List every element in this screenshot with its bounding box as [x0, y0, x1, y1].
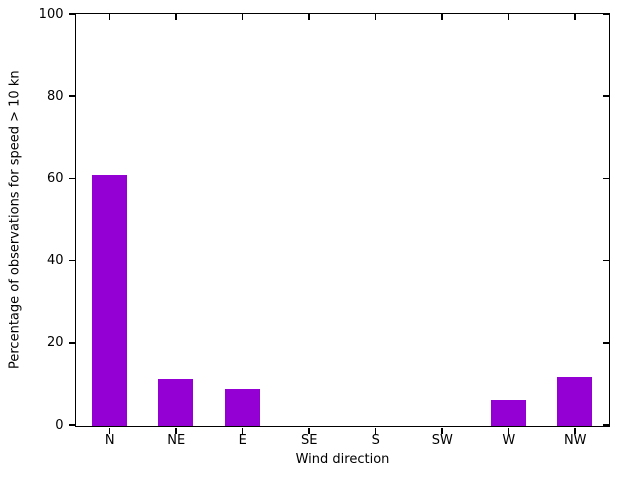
y-tick-left-60 — [68, 177, 75, 180]
y-tick-left-20 — [68, 342, 75, 344]
x-tick-label-w: W — [502, 433, 516, 448]
x-tick-top-e — [241, 14, 243, 20]
x-tick-bottom-nw — [574, 427, 576, 434]
x-tick-bottom-sw — [441, 427, 443, 434]
x-tick-label-nw: NW — [563, 433, 587, 448]
bar-ne — [158, 378, 194, 426]
x-tick-bottom-se — [308, 427, 310, 434]
x-tick-label-sw: SW — [431, 433, 453, 448]
bar-nw — [557, 376, 593, 426]
x-tick-bottom-ne — [175, 427, 177, 434]
x-tick-top-n — [108, 14, 110, 20]
y-tick-left-0 — [68, 424, 75, 426]
x-axis-label: Wind direction — [295, 452, 390, 467]
x-tick-bottom-s — [374, 427, 376, 434]
y-tick-right-60 — [603, 177, 609, 180]
x-tick-top-sw — [441, 14, 443, 20]
y-tick-label-0: 0 — [55, 417, 64, 433]
x-tick-bottom-w — [507, 427, 509, 434]
bar-n — [91, 175, 127, 426]
y-tick-right-100 — [603, 13, 609, 15]
y-tick-label-20: 20 — [46, 335, 64, 351]
y-tick-label-60: 60 — [46, 170, 64, 186]
y-tick-right-80 — [603, 95, 609, 97]
x-tick-label-ne: NE — [167, 433, 186, 448]
x-tick-top-w — [507, 14, 509, 20]
y-tick-left-40 — [68, 259, 75, 262]
x-tick-label-s: S — [371, 433, 380, 448]
x-tick-top-nw — [574, 14, 576, 20]
y-tick-label-40: 40 — [46, 253, 64, 269]
y-tick-label-80: 80 — [46, 88, 64, 104]
x-tick-label-se: SE — [301, 433, 318, 448]
x-tick-top-se — [308, 14, 310, 20]
y-tick-left-100 — [68, 13, 75, 15]
y-tick-right-40 — [603, 259, 609, 262]
x-tick-bottom-e — [241, 427, 243, 434]
y-tick-right-20 — [603, 342, 609, 344]
x-tick-top-ne — [175, 14, 177, 20]
y-tick-left-80 — [68, 95, 75, 97]
x-tick-bottom-n — [108, 427, 110, 434]
bar-e — [224, 389, 260, 426]
x-tick-label-n: N — [104, 433, 115, 448]
plot-area — [68, 13, 610, 434]
y-axis-label: Percentage of observations for speed > 1… — [7, 70, 23, 370]
x-tick-label-e: E — [238, 433, 247, 448]
bar-w — [490, 400, 526, 426]
y-tick-label-100: 100 — [38, 6, 64, 22]
y-tick-right-0 — [603, 424, 609, 426]
x-tick-top-s — [374, 14, 376, 20]
